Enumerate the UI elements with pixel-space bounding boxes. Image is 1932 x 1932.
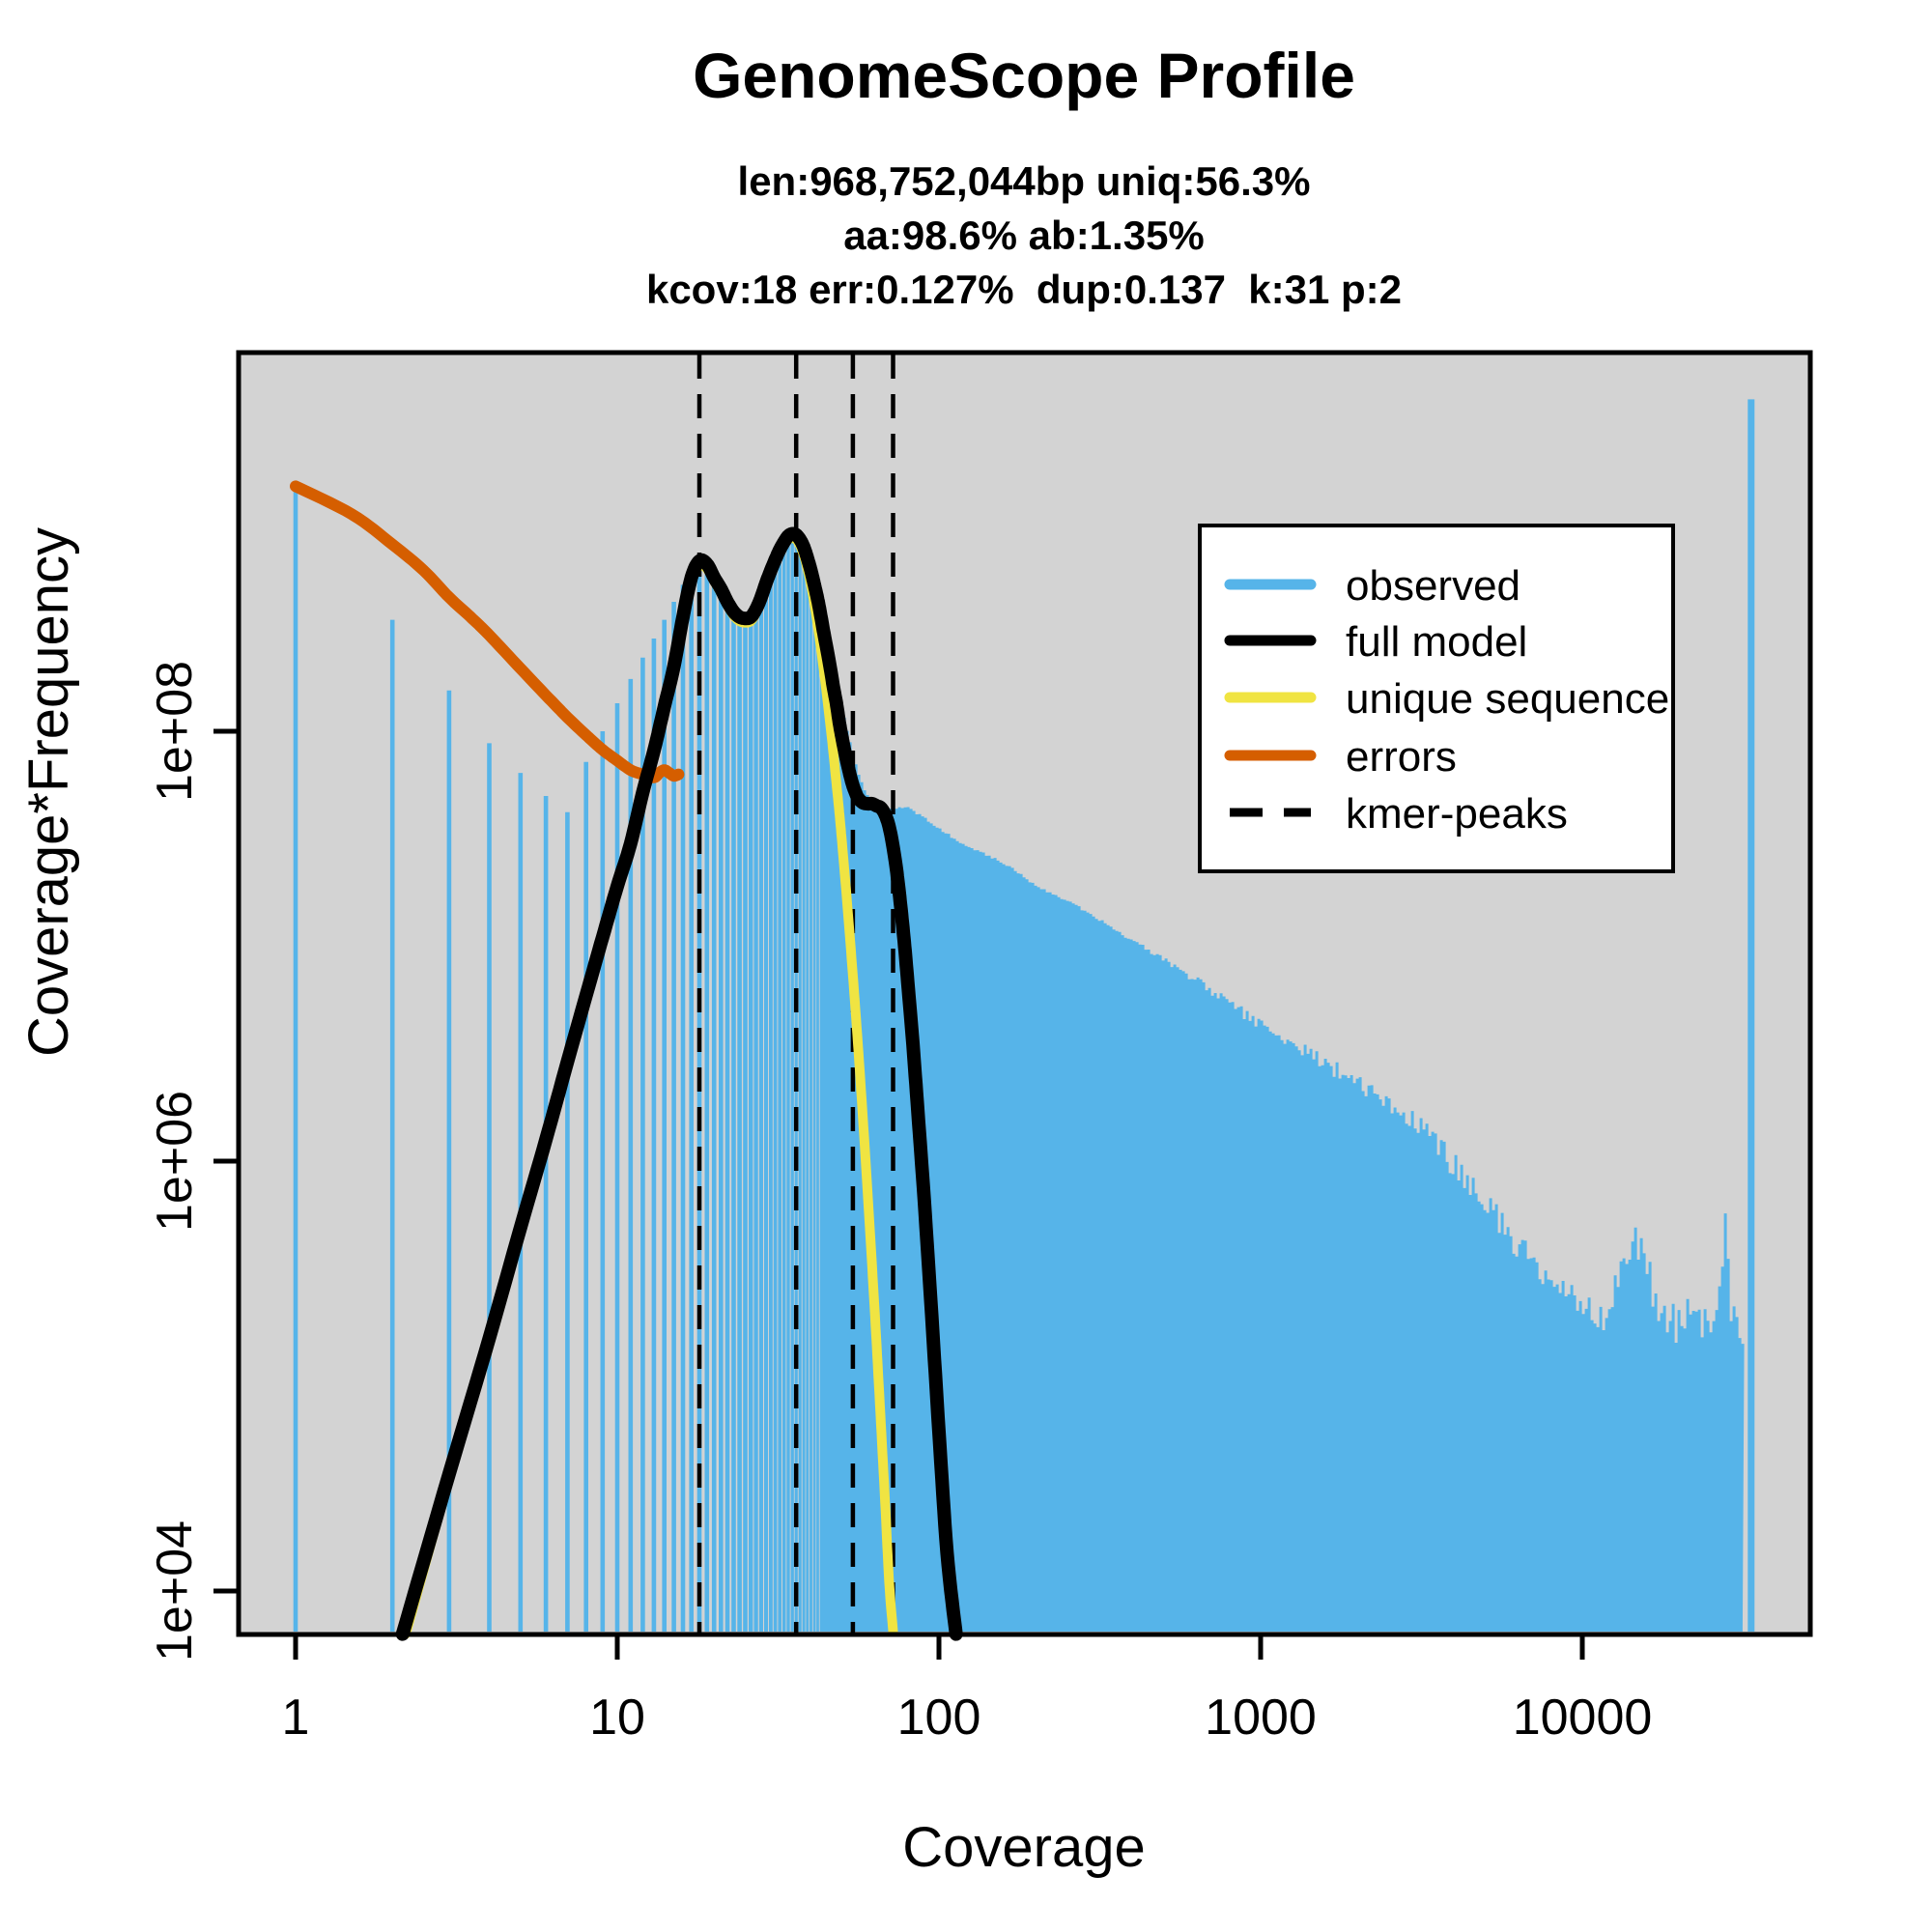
x-tick-label: 1000 xyxy=(1205,1690,1317,1746)
legend-label-full-model: full model xyxy=(1346,618,1527,666)
legend: observed full model unique sequence erro… xyxy=(1198,524,1675,873)
y-tick-label: 1e+06 xyxy=(147,1091,203,1232)
x-axis-label: Coverage xyxy=(902,1816,1145,1879)
x-tick-label: 100 xyxy=(897,1690,981,1746)
chart-subtitle-line3: kcov:18 err:0.127% dup:0.137 k:31 p:2 xyxy=(646,267,1402,312)
y-tick-label: 1e+04 xyxy=(147,1520,203,1662)
legend-label-observed: observed xyxy=(1346,562,1520,610)
x-tick-label: 10 xyxy=(589,1690,645,1746)
x-tick-label: 1 xyxy=(282,1690,310,1746)
chart-subtitle-line2: aa:98.6% ab:1.35% xyxy=(843,213,1205,258)
legend-label-kmer-peaks: kmer-peaks xyxy=(1346,790,1568,838)
x-tick-label: 10000 xyxy=(1513,1690,1653,1746)
y-tick-label: 1e+08 xyxy=(147,661,203,802)
legend-label-errors: errors xyxy=(1346,733,1457,781)
legend-label-unique-sequence: unique sequence xyxy=(1346,675,1669,723)
axis-ticks xyxy=(213,728,1585,1660)
chart-subtitle-line1: len:968,752,044bp uniq:56.3% xyxy=(738,158,1311,204)
observed-bars xyxy=(293,399,1755,1632)
errors-curve xyxy=(290,480,685,783)
full-model-curve xyxy=(395,526,963,1641)
plot-border xyxy=(236,350,1813,1637)
y-axis-label: Coverage*Frequency xyxy=(17,527,80,1057)
chart-title: GenomeScope Profile xyxy=(693,40,1355,111)
